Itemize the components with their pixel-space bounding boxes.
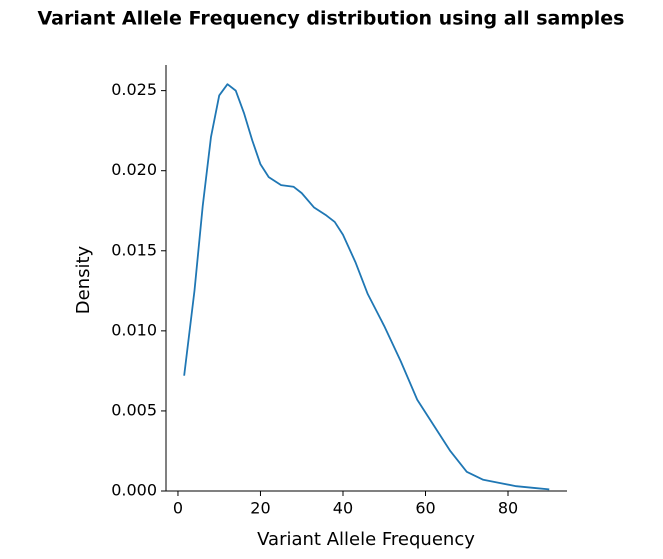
x-tick-label: 0 bbox=[173, 499, 183, 518]
y-tick-label: 0.010 bbox=[111, 320, 157, 339]
y-tick-label: 0.000 bbox=[111, 481, 157, 500]
x-tick-label: 20 bbox=[250, 499, 270, 518]
y-tick-label: 0.015 bbox=[111, 240, 157, 259]
x-tick-label: 60 bbox=[415, 499, 435, 518]
y-tick-label: 0.020 bbox=[111, 160, 157, 179]
x-tick-label: 80 bbox=[498, 499, 518, 518]
chart-title: Variant Allele Frequency distribution us… bbox=[38, 8, 625, 30]
density-line bbox=[183, 83, 550, 491]
x-axis-label: Variant Allele Frequency bbox=[257, 529, 475, 550]
y-axis-label: Density bbox=[73, 245, 94, 314]
y-tick-label: 0.005 bbox=[111, 400, 157, 419]
x-tick-label: 40 bbox=[333, 499, 353, 518]
y-tick-label: 0.025 bbox=[111, 80, 157, 99]
